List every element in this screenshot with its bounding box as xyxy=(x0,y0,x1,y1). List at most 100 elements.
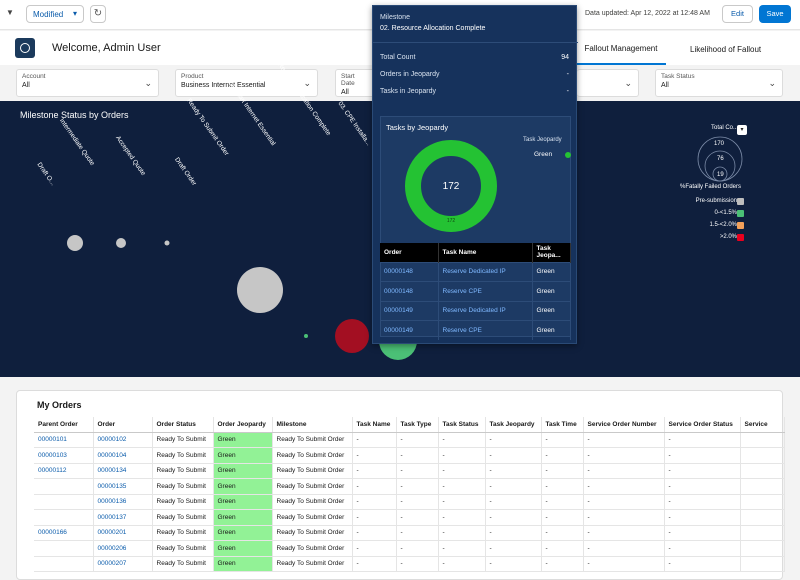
chevron-down-icon: ⌄ xyxy=(624,78,632,88)
task-name-link[interactable]: Reserve CPE xyxy=(438,320,533,341)
parent-order-link xyxy=(34,494,94,510)
legend-item-label: 1.5-<2.0% xyxy=(709,222,737,228)
column-header[interactable]: Task Name xyxy=(352,417,397,433)
order-link[interactable]: 00000134 xyxy=(93,463,153,479)
filter-product[interactable]: Product Business Internet Essential ⌄ xyxy=(175,69,318,97)
column-header[interactable]: Task Time xyxy=(541,417,584,433)
column-header[interactable]: Task Status xyxy=(438,417,486,433)
filter-hidden-partial[interactable]: ⌄ xyxy=(577,69,639,97)
donut-slice-label: 172 xyxy=(446,218,456,224)
bubble-resource-allocation[interactable] xyxy=(335,319,369,353)
table-cell: Ready To Submit Order xyxy=(272,540,353,557)
refresh-button[interactable]: ↻ xyxy=(90,5,106,23)
chevron-down-icon: ⌄ xyxy=(144,78,152,88)
jeopardy-cell: Green xyxy=(532,320,571,341)
order-link[interactable]: 00000102 xyxy=(93,432,153,448)
filter-account[interactable]: Account All ⌄ xyxy=(16,69,159,97)
task-name-link[interactable]: Reserve Dedicated IP xyxy=(438,300,533,321)
chevron-down-icon: ▾ xyxy=(72,9,77,18)
view-select[interactable]: Modified ▾ xyxy=(26,5,84,23)
donut-legend-item: Green xyxy=(534,151,553,158)
filter-start-date[interactable]: Start Date All xyxy=(335,69,375,97)
table-cell: - xyxy=(541,509,584,526)
table-cell: - xyxy=(352,525,397,541)
order-link[interactable]: 00000207 xyxy=(93,556,153,572)
table-cell: - xyxy=(664,447,741,464)
tab-fallout-management[interactable]: Fallout Management xyxy=(576,44,666,65)
order-link[interactable]: 00000136 xyxy=(93,494,153,510)
table-cell: Ready To Submit Order xyxy=(272,432,353,448)
table-cell: Ready To Submit xyxy=(152,556,214,572)
size-legend-value: 19 xyxy=(717,172,724,178)
column-header[interactable]: Parent Order xyxy=(34,417,94,433)
card-title: My Orders xyxy=(37,400,82,410)
order-link[interactable]: 00000149 xyxy=(380,300,439,321)
order-link[interactable]: 00000104 xyxy=(93,447,153,464)
bubble-ready-to-submit[interactable] xyxy=(237,267,283,313)
column-header[interactable]: Order xyxy=(380,243,439,262)
column-header[interactable]: Order Jeopardy xyxy=(213,417,273,433)
order-link[interactable]: 00000148 xyxy=(380,261,439,282)
table-cell: - xyxy=(541,494,584,510)
edit-button[interactable]: Edit xyxy=(722,5,753,23)
table-cell: - xyxy=(583,540,665,557)
donut-slice-green[interactable] xyxy=(405,140,497,232)
size-legend xyxy=(697,136,743,182)
table-cell: - xyxy=(583,509,665,526)
order-link[interactable]: 00000201 xyxy=(93,525,153,541)
column-header[interactable]: Task Jeopa... xyxy=(532,243,571,262)
menu-caret-icon[interactable]: ▼ xyxy=(6,8,14,17)
parent-order-link[interactable]: 00000103 xyxy=(34,447,94,464)
filter-label: Task Status xyxy=(661,73,695,80)
order-link[interactable]: 00000206 xyxy=(93,540,153,557)
column-header[interactable]: Task Jeopardy xyxy=(485,417,542,433)
column-header[interactable]: Task Type xyxy=(396,417,439,433)
table-cell: - xyxy=(438,540,486,557)
filter-value: Business Internet Essential xyxy=(181,82,266,89)
column-header[interactable]: Order xyxy=(93,417,153,433)
order-link[interactable]: 00000149 xyxy=(380,320,439,341)
table-cell xyxy=(740,509,785,526)
table-cell: - xyxy=(396,463,439,479)
legend-swatch xyxy=(737,222,744,229)
popover-task-table: Order Task Name Task Jeopa... 00000148 Re… xyxy=(380,243,571,341)
bubble-start-internet[interactable] xyxy=(304,334,308,338)
save-button[interactable]: Save xyxy=(759,5,791,23)
column-header[interactable]: Order Status xyxy=(152,417,214,433)
task-name-link[interactable]: Reserve CPE xyxy=(438,281,533,302)
bubble-accepted-quote[interactable] xyxy=(164,240,170,246)
table-cell: Green xyxy=(213,478,273,495)
tab-likelihood-of-fallout[interactable]: Likelihood of Fallout xyxy=(690,45,762,54)
filter-task-status[interactable]: Task Status All ⌄ xyxy=(655,69,783,97)
table-cell: Ready To Submit Order xyxy=(272,447,353,464)
column-header[interactable]: Service xyxy=(740,417,785,433)
column-header[interactable]: Task Name xyxy=(438,243,533,262)
column-header[interactable]: Service Order Number xyxy=(583,417,665,433)
parent-order-link[interactable]: 00000112 xyxy=(34,463,94,479)
parent-order-link[interactable]: 00000101 xyxy=(34,432,94,448)
table-cell: - xyxy=(541,478,584,495)
table-row: 00000166 00000201 Ready To Submit Green Read… xyxy=(34,525,785,541)
table-cell: - xyxy=(664,432,741,448)
order-link[interactable]: 00000137 xyxy=(93,509,153,526)
table-cell: - xyxy=(396,540,439,557)
legend-toggle-button[interactable]: ▾ xyxy=(737,125,747,135)
legend-color-title: %Fatally Failed Orders xyxy=(680,184,742,190)
bubble-intermediate-quote[interactable] xyxy=(116,238,126,248)
column-header[interactable]: Milestone xyxy=(272,417,353,433)
table-cell: - xyxy=(541,525,584,541)
table-cell: - xyxy=(541,540,584,557)
table-cell: - xyxy=(396,509,439,526)
table-row: 00000148 Reserve Dedicated IP Green xyxy=(380,261,571,282)
order-link[interactable]: 00000148 xyxy=(380,281,439,302)
column-header[interactable]: Service Order Status xyxy=(664,417,741,433)
parent-order-link xyxy=(34,478,94,495)
task-name-link[interactable]: Reserve Dedicated IP xyxy=(438,261,533,282)
bubble-draft-quote[interactable] xyxy=(67,235,83,251)
parent-order-link[interactable]: 00000166 xyxy=(34,525,94,541)
order-link[interactable]: 00000135 xyxy=(93,478,153,495)
table-cell: - xyxy=(485,494,542,510)
table-cell: Green xyxy=(213,463,273,479)
table-cell: Green xyxy=(213,494,273,510)
table-cell: - xyxy=(396,494,439,510)
